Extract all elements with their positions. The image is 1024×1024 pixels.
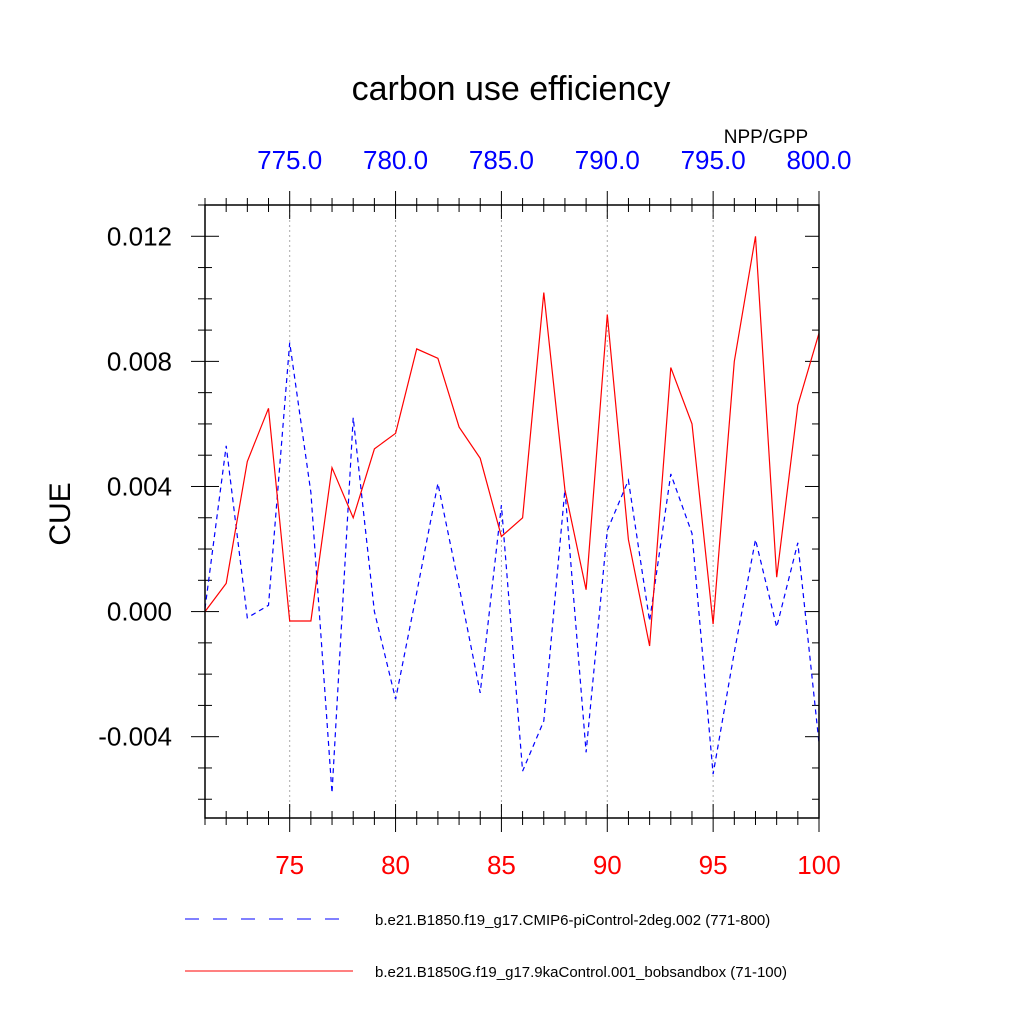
data-point	[267, 604, 270, 607]
data-point	[542, 291, 545, 294]
data-point	[267, 407, 270, 410]
legend-label-0: b.e21.B1850.f19_g17.CMIP6-piControl-2deg…	[375, 912, 770, 929]
data-point	[500, 504, 503, 507]
data-point	[733, 360, 736, 363]
axis-ticks	[191, 191, 820, 832]
data-point	[690, 422, 693, 425]
data-point	[585, 751, 588, 754]
data-point	[436, 482, 439, 485]
chart-subtitle: NPP/GPP	[724, 127, 808, 148]
data-point	[585, 588, 588, 591]
x-bottom-tick-label: 75	[275, 850, 304, 880]
data-point	[648, 619, 651, 622]
x-top-tick-label: 800.0	[786, 145, 851, 175]
x-top-tick-label: 780.0	[363, 145, 428, 175]
x-bottom-tick-label: 85	[487, 850, 516, 880]
data-point	[309, 491, 312, 494]
data-point	[331, 466, 334, 469]
data-point	[479, 691, 482, 694]
x-top-tick-label: 790.0	[575, 145, 640, 175]
data-point	[775, 626, 778, 629]
data-point	[796, 404, 799, 407]
data-point	[225, 582, 228, 585]
data-point	[712, 773, 715, 776]
x-bottom-tick-label: 95	[699, 850, 728, 880]
data-point	[690, 532, 693, 535]
x-bottom-tick-label: 100	[797, 850, 840, 880]
series-lines	[204, 235, 820, 794]
data-point	[606, 313, 609, 316]
series-line-0	[204, 342, 820, 794]
data-point	[309, 619, 312, 622]
x-top-tick-label: 785.0	[469, 145, 534, 175]
data-point	[415, 591, 418, 594]
data-point	[796, 541, 799, 544]
legend-label-1: b.e21.B1850G.f19_g17.9kaControl.001_bobs…	[375, 964, 787, 981]
data-point	[225, 444, 228, 447]
data-point	[394, 698, 397, 701]
data-point	[669, 472, 672, 475]
series-line-1	[204, 236, 820, 647]
data-point	[288, 619, 291, 622]
data-point	[648, 644, 651, 647]
y-tick-label: 0.000	[107, 597, 172, 627]
data-point	[563, 488, 566, 491]
data-point	[458, 426, 461, 429]
data-point	[627, 538, 630, 541]
data-point	[500, 535, 503, 538]
data-point	[542, 720, 545, 723]
x-top-tick-label: 775.0	[257, 145, 322, 175]
data-point	[521, 516, 524, 519]
data-point	[373, 610, 376, 613]
data-point	[458, 585, 461, 588]
y-axis-label: CUE	[44, 482, 77, 545]
data-point	[479, 457, 482, 460]
data-point	[394, 432, 397, 435]
data-point	[521, 770, 524, 773]
data-point	[352, 516, 355, 519]
data-point	[712, 623, 715, 626]
data-point	[775, 576, 778, 579]
data-point	[733, 651, 736, 654]
data-point	[754, 235, 757, 238]
data-point	[669, 366, 672, 369]
x-bottom-tick-label: 90	[593, 850, 622, 880]
y-tick-label: 0.008	[107, 346, 172, 376]
data-point	[246, 460, 249, 463]
x-bottom-tick-label: 80	[381, 850, 410, 880]
data-point	[373, 447, 376, 450]
data-point	[754, 538, 757, 541]
y-tick-label: 0.004	[107, 471, 172, 501]
data-point	[331, 791, 334, 794]
chart-title: carbon use efficiency	[352, 70, 671, 108]
y-tick-label: -0.004	[98, 722, 172, 752]
data-point	[627, 479, 630, 482]
plot-frame	[204, 204, 820, 819]
data-point	[352, 416, 355, 419]
data-point	[288, 341, 291, 344]
data-point	[246, 616, 249, 619]
y-tick-label: 0.012	[107, 221, 172, 251]
data-point	[415, 347, 418, 350]
data-point	[436, 357, 439, 360]
x-top-tick-label: 795.0	[681, 145, 746, 175]
legend: b.e21.B1850.f19_g17.CMIP6-piControl-2deg…	[185, 912, 787, 981]
data-point	[606, 529, 609, 532]
tick-labels: 0.012 0.008 0.004 0.000 -0.004 75 80 85 90 95 100 7…	[98, 145, 851, 880]
